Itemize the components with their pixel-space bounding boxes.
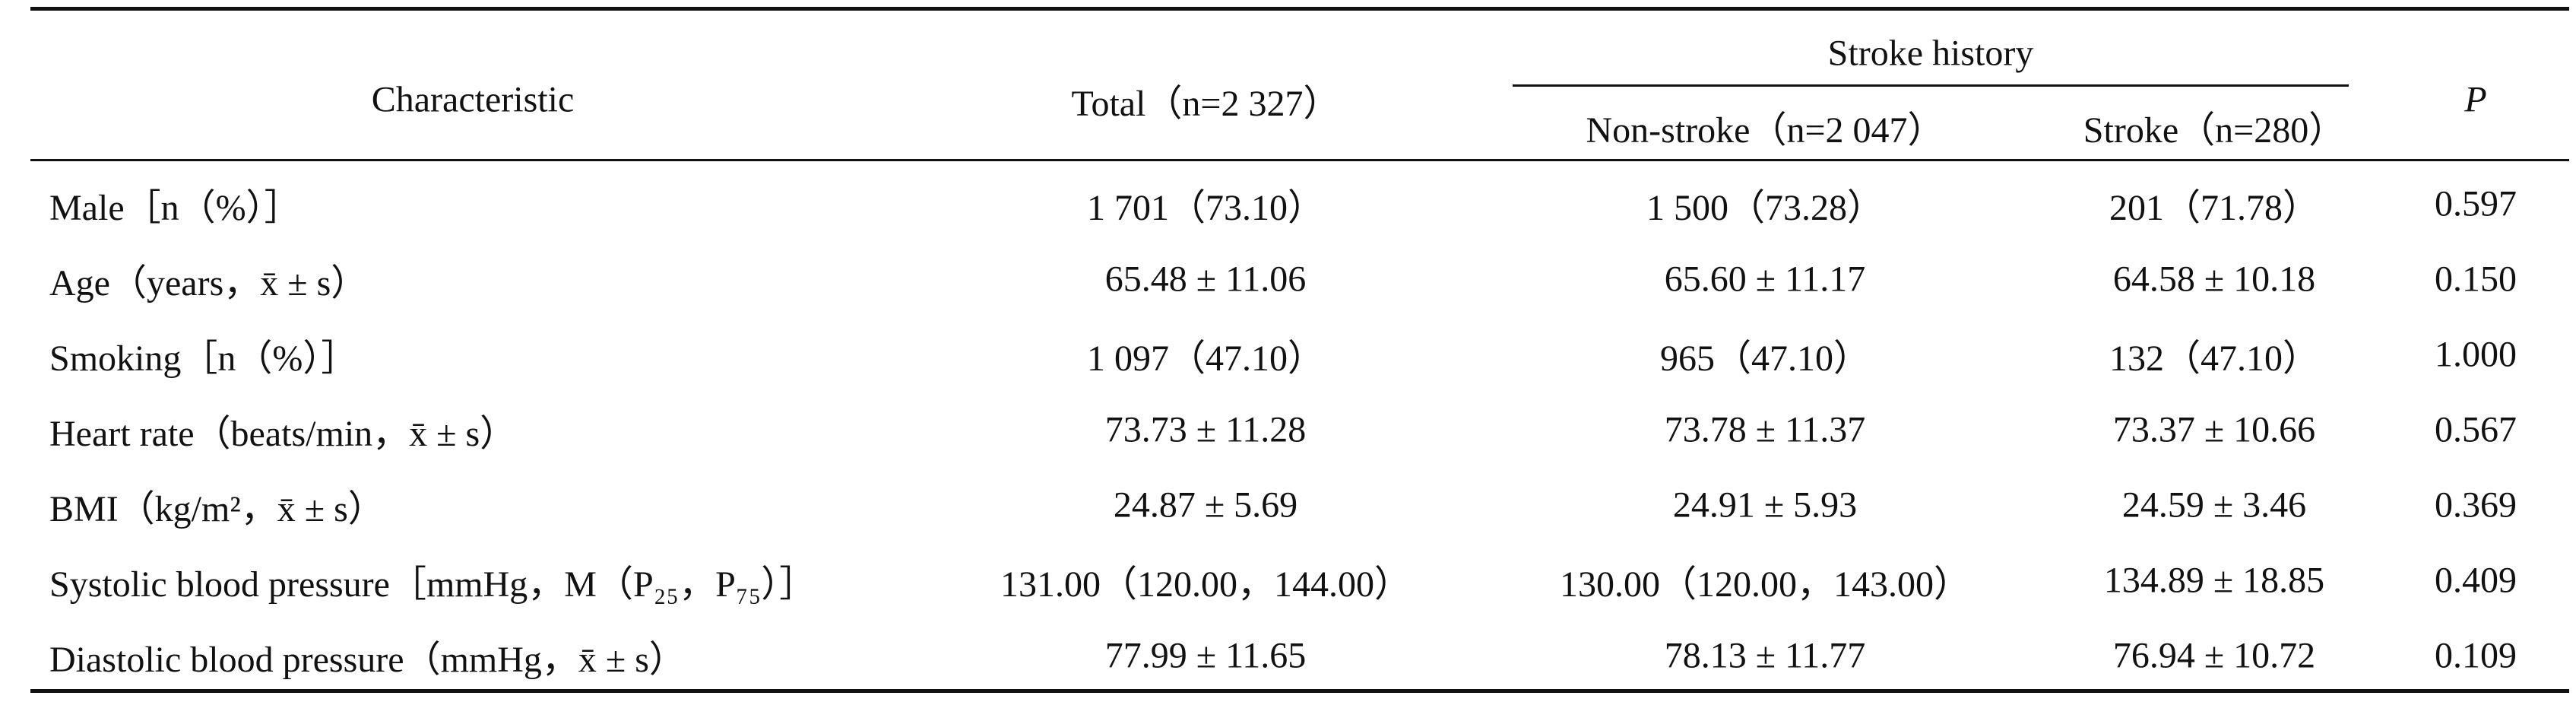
row-label: Diastolic blood pressure（mmHg，x̄ ± s） bbox=[49, 640, 686, 680]
cell: 134.89 ± 18.85 bbox=[2103, 560, 2325, 601]
cell: 0.409 bbox=[2435, 560, 2517, 601]
cell: 0.150 bbox=[2435, 259, 2517, 300]
cell: 24.59 ± 3.46 bbox=[2121, 484, 2307, 526]
group-rule bbox=[1513, 84, 2349, 87]
cell: 24.91 ± 5.93 bbox=[1672, 484, 1858, 526]
cell: 24.87 ± 5.69 bbox=[1113, 484, 1298, 526]
cell: 73.78 ± 11.37 bbox=[1664, 409, 1866, 450]
cell: 130.00（120.00，143.00） bbox=[1559, 564, 1971, 605]
row-label: Smoking［n（%）］ bbox=[49, 338, 358, 379]
row-label: Heart rate（beats/min，x̄ ± s） bbox=[49, 414, 517, 454]
cell: 1 500（73.28） bbox=[1646, 188, 1884, 228]
cell: 0.369 bbox=[2435, 484, 2517, 526]
cell: 0.597 bbox=[2435, 183, 2517, 224]
cell: 65.48 ± 11.06 bbox=[1104, 259, 1307, 300]
cell: 1 701（73.10） bbox=[1086, 188, 1325, 228]
cell: 73.37 ± 10.66 bbox=[2112, 409, 2316, 450]
cell: 65.60 ± 11.17 bbox=[1664, 259, 1866, 300]
bottom-rule bbox=[30, 689, 2569, 693]
row-label: Male［n（%）］ bbox=[49, 188, 301, 228]
cell: 78.13 ± 11.77 bbox=[1664, 635, 1866, 676]
header-cell: Total（n=2 327） bbox=[1071, 84, 1340, 124]
cell: 131.00（120.00，144.00） bbox=[1000, 564, 1412, 605]
header-cell: P bbox=[2464, 79, 2487, 120]
header-cell: Characteristic bbox=[371, 79, 575, 120]
cell: 132（47.10） bbox=[2109, 338, 2320, 379]
header-cell: Non-stroke（n=2 047） bbox=[1586, 110, 1944, 151]
top-rule bbox=[30, 7, 2569, 11]
cell: 76.94 ± 10.72 bbox=[2112, 635, 2316, 676]
header-group: Stroke history bbox=[1827, 33, 2034, 74]
cell: 77.99 ± 11.65 bbox=[1104, 635, 1307, 676]
cell: 1.000 bbox=[2435, 334, 2517, 375]
cell: 0.109 bbox=[2435, 635, 2517, 676]
row-label: Systolic blood pressure［mmHg，M（P₂₅，P₇₅）］ bbox=[49, 564, 816, 605]
cell: 965（47.10） bbox=[1659, 338, 1871, 379]
cell: 64.58 ± 10.18 bbox=[2112, 259, 2316, 300]
row-label: BMI（kg/m²，x̄ ± s） bbox=[49, 489, 385, 529]
cell: 73.73 ± 11.28 bbox=[1104, 409, 1307, 450]
header-rule bbox=[30, 159, 2569, 161]
row-label: Age（years，x̄ ± s） bbox=[49, 263, 368, 303]
cell: 1 097（47.10） bbox=[1086, 338, 1325, 379]
cell: 201（71.78） bbox=[2109, 188, 2320, 228]
header-cell: Stroke（n=280） bbox=[2083, 110, 2346, 151]
cell: 0.567 bbox=[2435, 409, 2517, 450]
